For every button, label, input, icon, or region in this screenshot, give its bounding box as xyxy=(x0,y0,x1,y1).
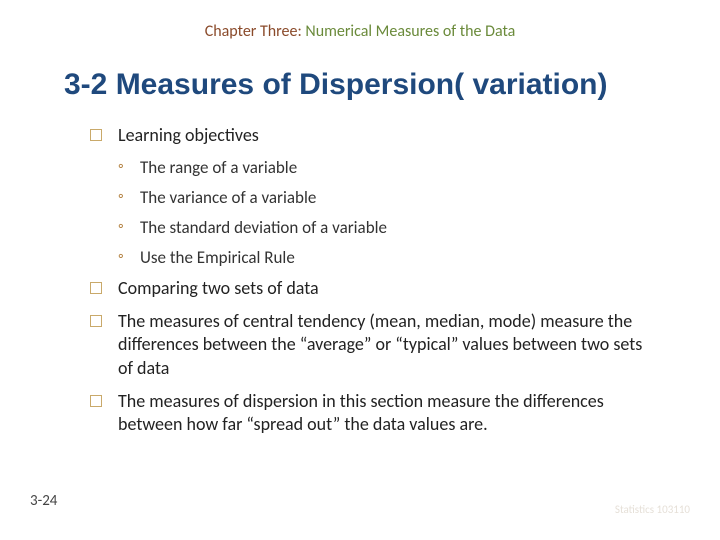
list-item: The measures of central tendency (mean, … xyxy=(90,310,660,379)
list-item: The measures of dispersion in this secti… xyxy=(90,390,660,436)
chapter-header: Chapter Three: Numerical Measures of the… xyxy=(0,22,720,41)
list-item-text: The measures of dispersion in this secti… xyxy=(118,390,604,435)
sub-list-item: Use the Empirical Rule xyxy=(118,247,660,269)
list-item-text: The measures of central tendency (mean, … xyxy=(118,310,642,378)
chapter-title: Numerical Measures of the Data xyxy=(305,22,515,41)
sub-list-item: The standard deviation of a variable xyxy=(118,217,660,239)
list-item: Comparing two sets of data xyxy=(90,277,660,300)
chapter-prefix: Chapter Three: xyxy=(205,22,306,41)
sub-list-item: The range of a variable xyxy=(118,157,660,179)
sub-list-item: The variance of a variable xyxy=(118,187,660,209)
footer-note: Statistics 103110 xyxy=(615,503,690,516)
page-number: 3-24 xyxy=(30,492,57,510)
list-item-text: Comparing two sets of data xyxy=(118,277,319,299)
content-body: Learning objectives The range of a varia… xyxy=(90,124,660,446)
section-heading: 3-2 Measures of Dispersion( variation) xyxy=(64,68,608,102)
list-item-text: Learning objectives xyxy=(118,124,259,146)
list-item: Learning objectives xyxy=(90,124,660,147)
